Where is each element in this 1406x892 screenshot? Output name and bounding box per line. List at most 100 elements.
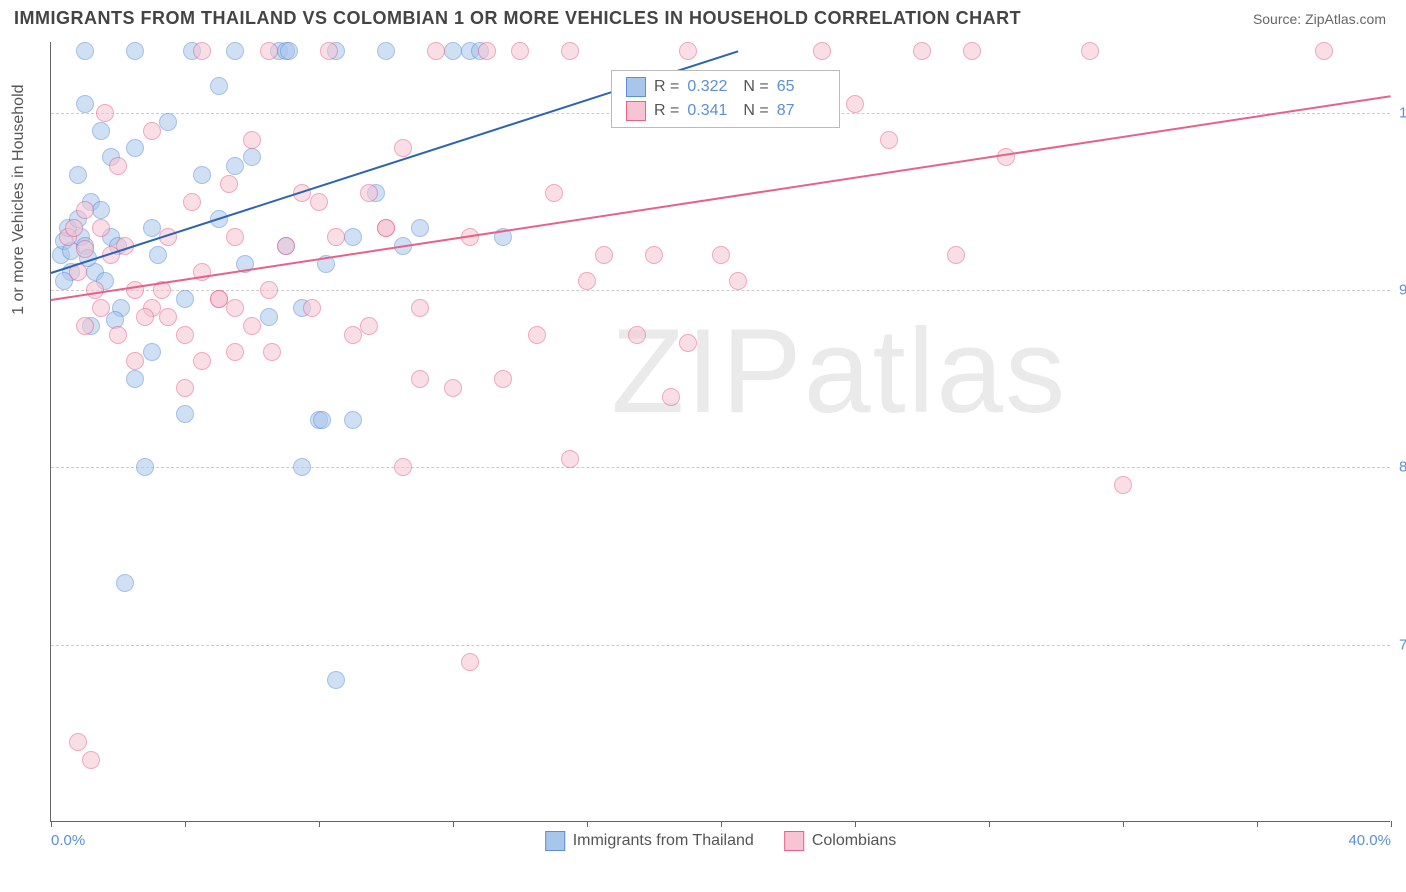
data-point — [92, 299, 110, 317]
x-tick-label: 0.0% — [51, 832, 85, 849]
x-minor-tick — [185, 821, 186, 827]
data-point — [494, 370, 512, 388]
data-point — [69, 733, 87, 751]
data-point — [176, 290, 194, 308]
n-label: N = — [743, 102, 768, 120]
data-point — [143, 219, 161, 237]
x-minor-tick — [319, 821, 320, 827]
r-label: R = — [654, 102, 679, 120]
data-point — [159, 308, 177, 326]
legend-swatch — [545, 831, 565, 851]
y-tick-label: 80.0% — [1395, 459, 1406, 476]
data-point — [92, 201, 110, 219]
data-point — [220, 175, 238, 193]
data-point — [327, 228, 345, 246]
data-point — [411, 219, 429, 237]
data-point — [76, 201, 94, 219]
data-point — [320, 42, 338, 60]
x-minor-tick — [855, 821, 856, 827]
data-point — [1081, 42, 1099, 60]
y-axis-label: 1 or more Vehicles in Household — [10, 84, 28, 314]
data-point — [344, 326, 362, 344]
data-point — [143, 122, 161, 140]
x-minor-tick — [989, 821, 990, 827]
data-point — [377, 219, 395, 237]
data-point — [394, 458, 412, 476]
gridline-h — [51, 290, 1390, 291]
data-point — [243, 317, 261, 335]
data-point — [210, 290, 228, 308]
data-point — [159, 113, 177, 131]
n-value: 87 — [777, 102, 825, 120]
data-point — [444, 42, 462, 60]
data-point — [411, 299, 429, 317]
x-tick — [721, 821, 722, 827]
legend-item: Colombians — [784, 831, 896, 851]
data-point — [327, 671, 345, 689]
data-point — [360, 317, 378, 335]
legend-swatch — [626, 101, 646, 121]
x-minor-tick — [1257, 821, 1258, 827]
data-point — [394, 139, 412, 157]
data-point — [193, 166, 211, 184]
data-point — [126, 352, 144, 370]
legend-label: Immigrants from Thailand — [573, 832, 754, 850]
data-point — [545, 184, 563, 202]
data-point — [126, 42, 144, 60]
data-point — [947, 246, 965, 264]
y-tick-label: 100.0% — [1395, 104, 1406, 121]
legend-swatch — [626, 77, 646, 97]
y-tick-label: 90.0% — [1395, 282, 1406, 299]
data-point — [69, 166, 87, 184]
r-value: 0.341 — [687, 102, 735, 120]
data-point — [377, 42, 395, 60]
data-point — [193, 42, 211, 60]
x-minor-tick — [587, 821, 588, 827]
data-point — [116, 574, 134, 592]
gridline-h — [51, 645, 1390, 646]
data-point — [628, 326, 646, 344]
data-point — [86, 281, 104, 299]
data-point — [149, 246, 167, 264]
x-minor-tick — [453, 821, 454, 827]
data-point — [561, 450, 579, 468]
data-point — [109, 157, 127, 175]
data-point — [176, 379, 194, 397]
data-point — [561, 42, 579, 60]
gridline-h — [51, 467, 1390, 468]
data-point — [92, 122, 110, 140]
data-point — [679, 334, 697, 352]
x-minor-tick — [1123, 821, 1124, 827]
data-point — [645, 246, 663, 264]
watermark: ZIPatlas — [611, 302, 1067, 440]
data-point — [313, 411, 331, 429]
data-point — [427, 42, 445, 60]
data-point — [344, 411, 362, 429]
data-point — [963, 42, 981, 60]
data-point — [813, 42, 831, 60]
data-point — [76, 42, 94, 60]
data-point — [344, 228, 362, 246]
data-point — [143, 343, 161, 361]
data-point — [310, 193, 328, 211]
data-point — [92, 219, 110, 237]
data-point — [913, 42, 931, 60]
data-point — [528, 326, 546, 344]
data-point — [193, 352, 211, 370]
data-point — [226, 228, 244, 246]
data-point — [226, 299, 244, 317]
data-point — [109, 326, 127, 344]
stats-box: R =0.322N =65R =0.341N =87 — [611, 70, 840, 128]
data-point — [226, 42, 244, 60]
bottom-legend: Immigrants from Thailand Colombians — [545, 831, 897, 851]
data-point — [1315, 42, 1333, 60]
data-point — [303, 299, 321, 317]
plot-area: ZIPatlas 70.0%80.0%90.0%100.0%0.0%40.0%R… — [50, 42, 1390, 822]
data-point — [444, 379, 462, 397]
legend-item: Immigrants from Thailand — [545, 831, 754, 851]
data-point — [210, 77, 228, 95]
data-point — [136, 308, 154, 326]
data-point — [136, 458, 154, 476]
legend-label: Colombians — [812, 832, 896, 850]
source-label: Source: ZipAtlas.com — [1253, 11, 1386, 27]
